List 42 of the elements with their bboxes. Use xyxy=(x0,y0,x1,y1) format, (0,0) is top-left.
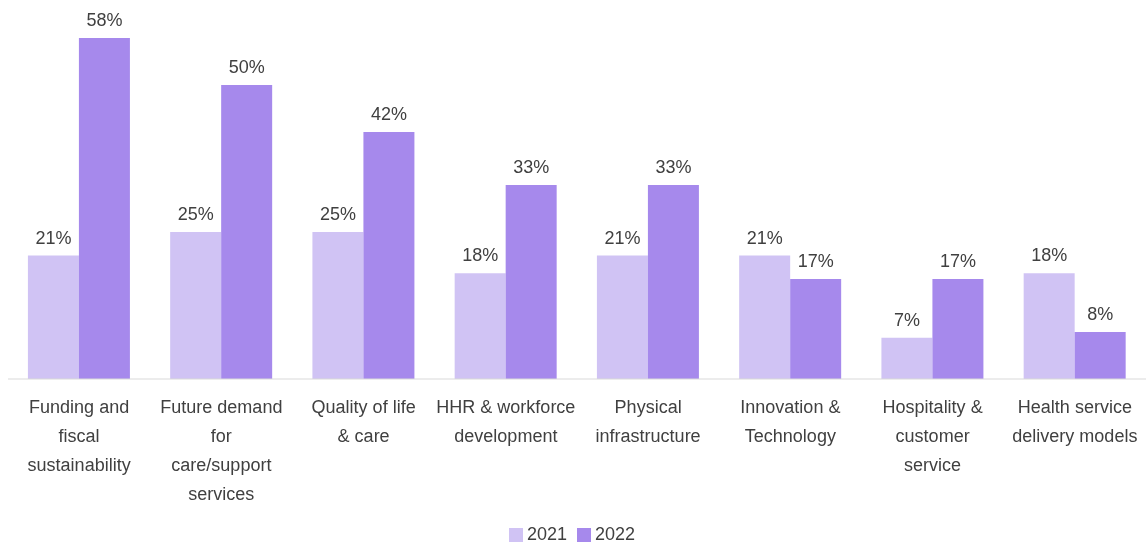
data-label: 58% xyxy=(86,10,123,30)
bar xyxy=(505,184,557,379)
x-tick-label: Health service delivery models xyxy=(1012,397,1138,446)
data-label: 8% xyxy=(1087,303,1114,324)
x-tick-label: Hospitality & customer service xyxy=(882,397,983,475)
bar xyxy=(221,85,273,379)
bar xyxy=(881,337,933,379)
data-label: 50% xyxy=(228,57,265,78)
data-label: 42% xyxy=(370,104,407,125)
data-label: 21% xyxy=(604,227,641,248)
bar xyxy=(790,279,842,379)
data-label: 17% xyxy=(939,251,976,272)
bar xyxy=(739,255,791,379)
legend-label: 2021 xyxy=(526,524,567,544)
x-tick-label: Quality of life & care xyxy=(311,397,416,446)
bar xyxy=(27,255,79,379)
bar xyxy=(170,232,222,379)
bar xyxy=(312,232,364,379)
bar xyxy=(363,132,415,379)
x-tick-label: Innovation & Technology xyxy=(740,397,841,446)
x-tick-label: Funding and fiscal sustainability xyxy=(27,397,131,475)
data-label: 21% xyxy=(35,227,72,248)
bar xyxy=(78,38,130,379)
data-label: 25% xyxy=(319,204,356,225)
x-tick-label: Future demand for care/support services xyxy=(160,397,283,504)
data-label: 21% xyxy=(746,227,783,248)
bar xyxy=(647,184,699,379)
bar xyxy=(1023,273,1075,379)
data-label: 33% xyxy=(655,156,692,177)
data-label: 33% xyxy=(513,156,550,177)
data-label: 18% xyxy=(462,245,499,266)
legend-label: 2022 xyxy=(595,524,636,544)
bar xyxy=(596,255,648,379)
x-tick-label: Physical infrastructure xyxy=(595,397,701,446)
bar xyxy=(932,279,984,379)
data-label: 25% xyxy=(177,204,214,225)
data-label: 17% xyxy=(797,251,834,272)
data-label: 7% xyxy=(893,309,920,330)
bar xyxy=(1074,331,1126,379)
bar xyxy=(454,273,506,379)
data-label: 18% xyxy=(1031,245,1068,266)
x-tick-label: HHR & workforce development xyxy=(436,397,576,446)
